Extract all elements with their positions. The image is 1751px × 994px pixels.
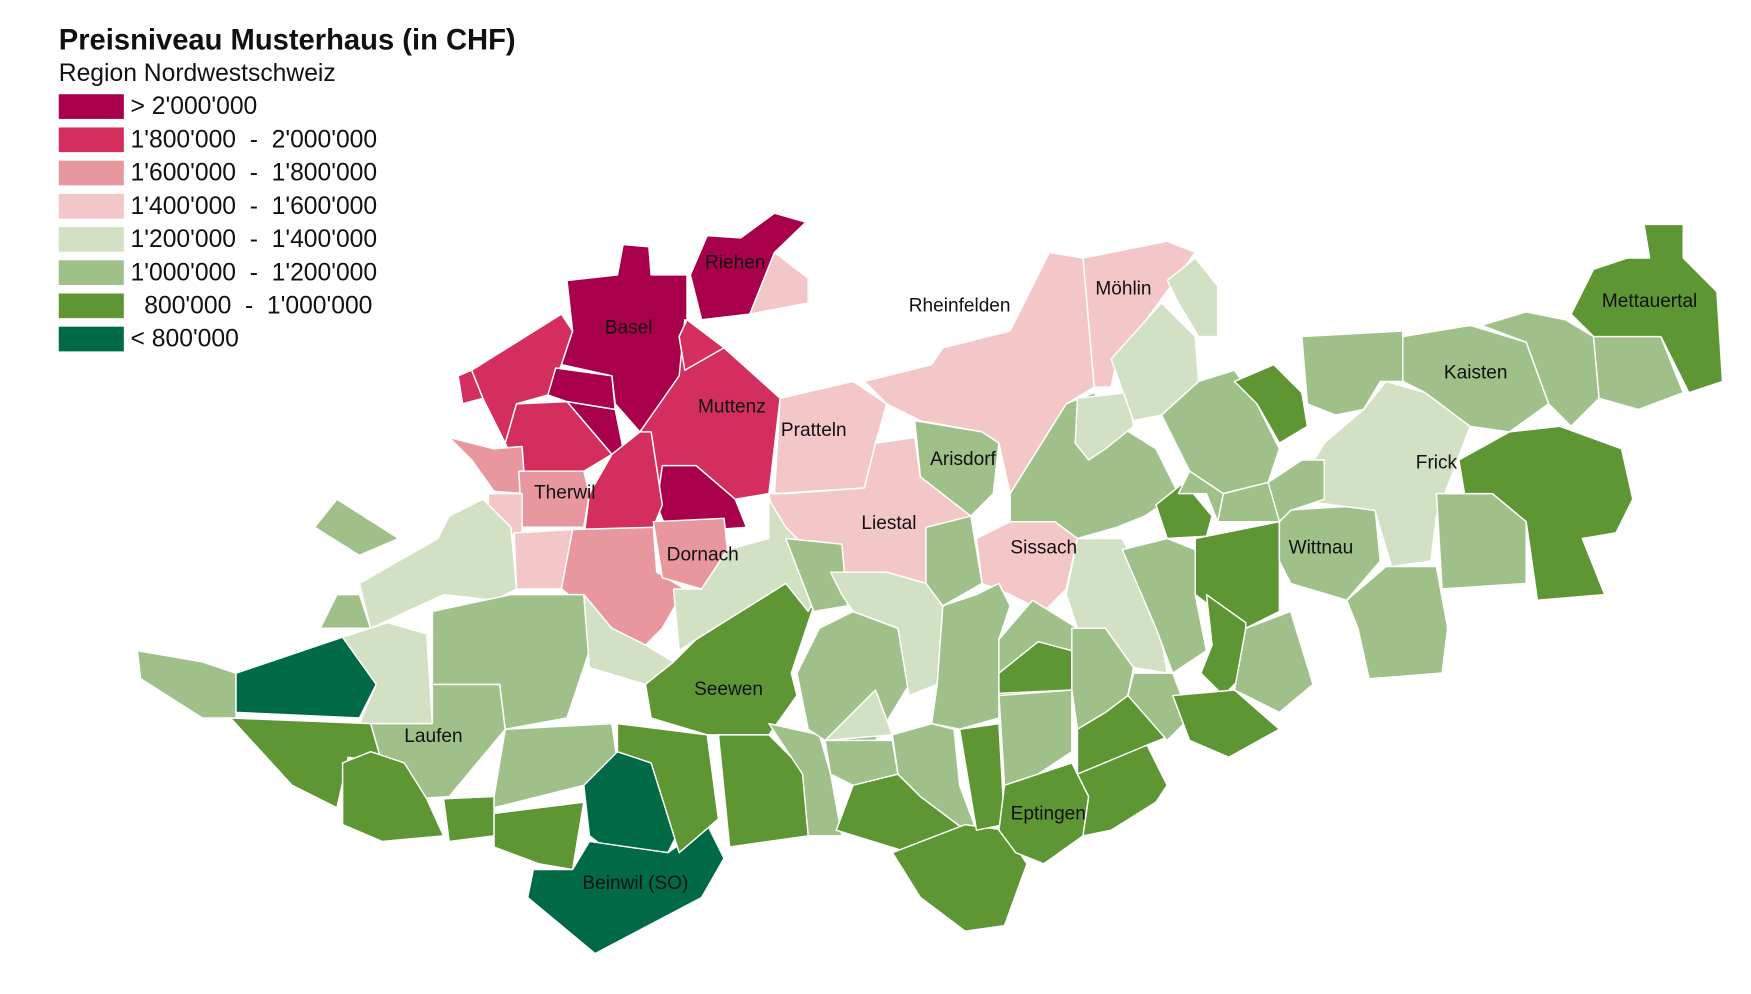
municipality bbox=[313, 498, 400, 557]
municipality bbox=[457, 369, 484, 405]
municipality bbox=[1233, 610, 1314, 714]
municipality bbox=[1289, 380, 1471, 568]
legend-label: 800'000 - 1'000'000 bbox=[131, 292, 373, 319]
municipality bbox=[1570, 223, 1724, 394]
municipality bbox=[829, 571, 944, 697]
municipality bbox=[1402, 324, 1550, 433]
municipality bbox=[341, 750, 445, 843]
municipality bbox=[644, 582, 815, 736]
legend-label: 1'800'000 - 2'000'000 bbox=[131, 126, 378, 153]
municipality bbox=[442, 795, 495, 843]
map-subtitle: Region Nordwestschweiz bbox=[59, 60, 336, 87]
place-label: Eptingen bbox=[1011, 804, 1086, 825]
legend-label: 1'200'000 - 1'400'000 bbox=[131, 226, 378, 253]
place-label: Basel bbox=[605, 318, 653, 339]
legend-swatch bbox=[58, 193, 124, 219]
place-label: Rheinfelden bbox=[909, 295, 1011, 316]
place-labels: Riehen Basel Muttenz Pratteln Therwil Dornach… bbox=[404, 253, 1697, 894]
place-label: Liestal bbox=[861, 513, 916, 534]
place-label: Riehen bbox=[705, 253, 765, 274]
place-label: Seewen bbox=[694, 679, 763, 700]
municipality bbox=[229, 717, 383, 809]
municipality bbox=[1172, 689, 1281, 759]
legend-swatch bbox=[58, 127, 124, 153]
place-label: Mettauertal bbox=[1602, 291, 1697, 312]
municipality bbox=[136, 649, 237, 719]
municipality bbox=[1345, 565, 1449, 680]
legend-swatch bbox=[58, 227, 124, 252]
place-label: Kaisten bbox=[1444, 363, 1508, 384]
municipality bbox=[319, 593, 372, 629]
legend-label: 1'600'000 - 1'800'000 bbox=[131, 160, 378, 187]
place-label: Möhlin bbox=[1095, 278, 1151, 299]
municipality bbox=[998, 762, 1090, 865]
regions bbox=[136, 212, 1724, 955]
municipality bbox=[914, 419, 1000, 517]
map-title: Preisniveau Musterhaus (in CHF) bbox=[59, 24, 516, 56]
legend: > 2'000'000 1'800'000 - 2'000'000 1'600'00… bbox=[58, 93, 378, 353]
place-label: Beinwil (SO) bbox=[582, 873, 688, 894]
municipality bbox=[526, 823, 725, 955]
legend-swatch bbox=[58, 160, 124, 186]
municipality bbox=[925, 515, 983, 607]
place-label: Wittnau bbox=[1289, 538, 1354, 559]
place-label: Sissach bbox=[1010, 538, 1077, 559]
municipality bbox=[785, 537, 849, 613]
legend-label: 1'400'000 - 1'600'000 bbox=[131, 193, 378, 220]
place-label: Frick bbox=[1416, 452, 1458, 473]
place-label: Dornach bbox=[667, 544, 739, 565]
municipality bbox=[1301, 330, 1404, 416]
municipality bbox=[616, 722, 720, 854]
municipality bbox=[1458, 425, 1634, 601]
municipality bbox=[358, 498, 518, 629]
place-label: Laufen bbox=[404, 726, 462, 747]
municipality bbox=[891, 823, 1028, 932]
municipality bbox=[1166, 257, 1219, 338]
legend-label: > 2'000'000 bbox=[131, 93, 258, 120]
municipality bbox=[1177, 470, 1225, 523]
legend-swatch bbox=[58, 260, 124, 285]
municipality bbox=[1155, 481, 1213, 540]
legend-swatch bbox=[58, 94, 124, 119]
legend-label: 1'000'000 - 1'200'000 bbox=[131, 259, 378, 286]
municipality bbox=[689, 212, 807, 321]
municipality bbox=[493, 801, 585, 871]
municipality bbox=[1127, 672, 1191, 742]
municipality bbox=[749, 251, 809, 315]
municipality bbox=[998, 689, 1073, 787]
municipality bbox=[431, 593, 591, 730]
place-label: Pratteln bbox=[781, 420, 847, 441]
legend-swatch bbox=[58, 293, 124, 319]
legend-label: < 800'000 bbox=[131, 326, 239, 353]
municipality bbox=[235, 636, 377, 719]
legend-swatch bbox=[58, 326, 124, 352]
place-label: Therwil bbox=[534, 483, 595, 504]
municipality bbox=[678, 319, 725, 371]
municipality bbox=[1233, 363, 1309, 444]
municipality bbox=[1121, 537, 1208, 674]
place-label: Arisdorf bbox=[930, 449, 996, 470]
place-label: Muttenz bbox=[698, 396, 766, 417]
